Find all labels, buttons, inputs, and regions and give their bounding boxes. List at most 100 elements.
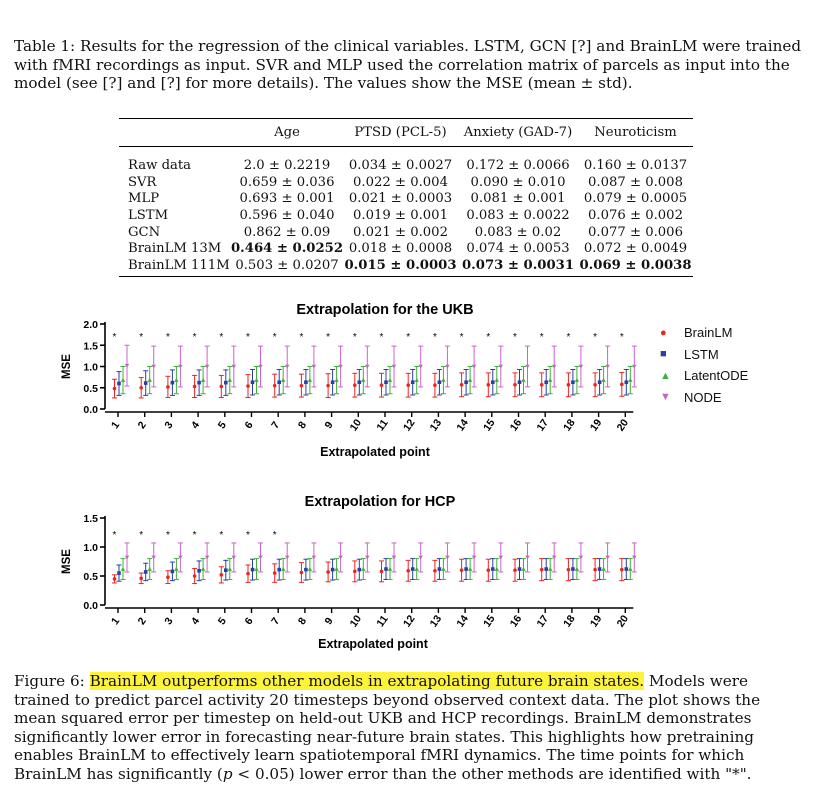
table-cell: 0.073 ± 0.0031	[458, 257, 578, 277]
y-tick-label: 1.0	[83, 542, 98, 554]
data-point	[566, 567, 571, 572]
data-point	[525, 555, 530, 560]
data-point	[151, 364, 156, 369]
row-label: Raw data	[128, 157, 192, 173]
x-tick-label: 10	[348, 613, 365, 630]
caption-body: Models were trained to predict parcel ac…	[14, 672, 761, 783]
data-point	[227, 566, 232, 571]
data-point	[628, 566, 633, 571]
data-point	[250, 567, 255, 572]
y-tick-label: 1.0	[83, 362, 98, 374]
data-point	[307, 566, 313, 571]
x-tick-label: 5	[216, 615, 229, 627]
x-tick-label: 17	[534, 613, 551, 630]
data-point	[406, 383, 411, 387]
data-point	[112, 386, 117, 391]
data-point	[418, 364, 423, 369]
data-point	[219, 573, 224, 577]
x-tick-label: 16	[508, 613, 525, 630]
legend-label: LSTM	[684, 346, 719, 362]
data-point	[486, 382, 491, 387]
x-tick-label: 17	[534, 417, 551, 434]
chart-ukb: 0.00.51.01.52.01 2 3 4 5 6 7 8 9 10 11 12 13 14 15 16 17…	[61, 302, 637, 459]
data-point	[601, 566, 606, 571]
caption-tail: < 0.05) lower error than the other metho…	[232, 764, 752, 783]
data-point	[513, 568, 517, 572]
data-point	[624, 380, 629, 385]
table-cell: 0.019 ± 0.001	[353, 207, 448, 223]
x-tick-label: 11	[374, 417, 390, 433]
data-point	[192, 574, 197, 578]
data-point	[441, 566, 446, 571]
data-point	[467, 566, 473, 571]
data-point	[246, 571, 250, 576]
data-point	[433, 383, 437, 387]
data-point	[254, 566, 259, 571]
data-point	[486, 568, 491, 572]
significance-marker: *	[540, 332, 544, 343]
table-cell: 0.076 ± 0.002	[588, 207, 683, 223]
data-point	[571, 567, 575, 571]
data-point	[593, 382, 597, 387]
y-tick-label: 1.5	[83, 513, 98, 525]
significance-marker: *	[113, 332, 117, 343]
significance-marker: *	[193, 530, 197, 541]
data-point	[357, 380, 362, 385]
data-point	[224, 568, 228, 572]
significance-marker: *	[139, 530, 143, 541]
significance-marker: *	[219, 332, 223, 343]
data-point	[304, 567, 308, 572]
data-point	[277, 567, 281, 572]
data-point	[357, 567, 362, 572]
data-point	[605, 555, 610, 560]
data-point	[544, 567, 548, 571]
table-cell: 0.503 ± 0.0207	[231, 257, 343, 277]
legend-label: LatentODE	[684, 368, 749, 384]
table-cell: 0.659 ± 0.036	[239, 174, 335, 190]
row-label: SVR	[128, 174, 157, 190]
data-point	[491, 380, 495, 385]
data-point	[200, 377, 206, 382]
x-tick-label: 15	[481, 417, 498, 434]
table-cell: 2.0 ± 0.2219	[243, 157, 331, 173]
data-point	[299, 570, 304, 575]
table-row: Raw data 2.0 ± 0.2219 0.034 ± 0.0027 0.172 …	[119, 147, 693, 174]
data-point	[517, 567, 522, 571]
data-point	[365, 364, 370, 369]
table-cell: 0.021 ± 0.002	[353, 224, 448, 240]
data-point	[192, 384, 197, 389]
significance-marker: *	[620, 332, 624, 343]
data-point	[498, 555, 503, 560]
table-cell: 0.087 ± 0.008	[588, 174, 683, 190]
data-point	[330, 380, 335, 385]
data-point	[166, 575, 170, 579]
data-point	[143, 381, 148, 385]
chart-title: Extrapolation for HCP	[305, 494, 456, 510]
legend-item: ▲ LatentODE	[660, 365, 748, 387]
data-point	[311, 364, 317, 369]
data-point	[574, 566, 580, 571]
data-point	[250, 380, 255, 385]
data-point	[414, 377, 419, 382]
data-point	[334, 377, 339, 382]
data-point	[231, 364, 236, 369]
data-point	[246, 384, 250, 388]
x-tick-label: 12	[401, 417, 418, 434]
data-point	[147, 566, 152, 571]
data-point	[174, 377, 179, 382]
x-axis-label: Extrapolated point	[320, 445, 431, 459]
data-point	[571, 380, 575, 385]
data-point	[124, 363, 130, 368]
p-variable: p	[222, 764, 233, 783]
legend-marker-icon: ▼	[660, 391, 671, 404]
y-tick-label: 0.5	[83, 571, 98, 583]
data-point	[418, 555, 423, 560]
data-point	[178, 555, 183, 560]
data-point	[117, 571, 121, 575]
data-point	[124, 555, 130, 560]
table-cell: 0.069 ± 0.0038	[578, 257, 693, 277]
data-point	[353, 569, 357, 574]
y-tick-label: 0.0	[83, 600, 98, 612]
x-tick-label: 8	[296, 419, 309, 431]
data-point	[445, 555, 450, 560]
